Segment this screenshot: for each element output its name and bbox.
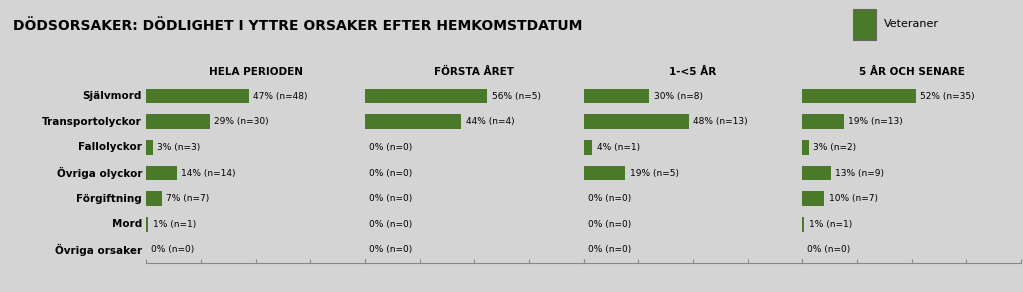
Text: 0% (n=0): 0% (n=0) — [588, 246, 631, 254]
Text: 0% (n=0): 0% (n=0) — [807, 246, 850, 254]
Bar — [146, 217, 148, 232]
Text: 3% (n=2): 3% (n=2) — [813, 143, 856, 152]
Bar — [365, 114, 461, 129]
Text: 1% (n=1): 1% (n=1) — [152, 220, 196, 229]
Bar — [583, 88, 650, 103]
Bar — [802, 114, 844, 129]
Text: Transportolyckor: Transportolyckor — [42, 117, 142, 127]
Bar — [583, 140, 592, 155]
Text: 10% (n=7): 10% (n=7) — [829, 194, 878, 203]
Text: HELA PERIODEN: HELA PERIODEN — [209, 67, 303, 77]
Text: 52% (n=35): 52% (n=35) — [921, 92, 975, 100]
Text: 5 ÅR OCH SENARE: 5 ÅR OCH SENARE — [858, 67, 965, 77]
Bar — [853, 9, 876, 39]
Bar — [146, 140, 152, 155]
Bar — [802, 166, 831, 180]
Bar — [365, 88, 487, 103]
Bar — [583, 114, 688, 129]
Text: 0% (n=0): 0% (n=0) — [369, 143, 412, 152]
Bar — [802, 88, 916, 103]
Text: 1% (n=1): 1% (n=1) — [809, 220, 852, 229]
Text: Självmord: Självmord — [83, 91, 142, 101]
Text: Veteraner: Veteraner — [884, 19, 939, 29]
Text: 47% (n=48): 47% (n=48) — [254, 92, 308, 100]
Text: 0% (n=0): 0% (n=0) — [588, 194, 631, 203]
Bar — [802, 191, 825, 206]
Bar — [146, 114, 210, 129]
Text: Mord: Mord — [112, 219, 142, 229]
Text: 0% (n=0): 0% (n=0) — [369, 246, 412, 254]
Text: Övriga orsaker: Övriga orsaker — [55, 244, 142, 256]
Text: 3% (n=3): 3% (n=3) — [158, 143, 201, 152]
Text: 0% (n=0): 0% (n=0) — [369, 220, 412, 229]
Text: 29% (n=30): 29% (n=30) — [214, 117, 269, 126]
Bar — [802, 217, 804, 232]
Bar — [146, 88, 249, 103]
Text: 0% (n=0): 0% (n=0) — [369, 168, 412, 178]
Text: 44% (n=4): 44% (n=4) — [465, 117, 515, 126]
Text: 4% (n=1): 4% (n=1) — [596, 143, 639, 152]
Bar — [146, 166, 177, 180]
Text: FÖRSTA ÅRET: FÖRSTA ÅRET — [435, 67, 515, 77]
Text: 0% (n=0): 0% (n=0) — [150, 246, 194, 254]
Text: Fallolyckor: Fallolyckor — [78, 142, 142, 152]
Text: DÖDSORSAKER: DÖDLIGHET I YTTRE ORSAKER EFTER HEMKOMSTDATUM: DÖDSORSAKER: DÖDLIGHET I YTTRE ORSAKER E… — [13, 20, 583, 34]
Text: 13% (n=9): 13% (n=9) — [835, 168, 884, 178]
Text: 1-<5 ÅR: 1-<5 ÅR — [669, 67, 716, 77]
Bar — [583, 166, 625, 180]
Text: 56% (n=5): 56% (n=5) — [492, 92, 541, 100]
Text: 0% (n=0): 0% (n=0) — [369, 194, 412, 203]
Text: 0% (n=0): 0% (n=0) — [588, 220, 631, 229]
Text: 19% (n=5): 19% (n=5) — [629, 168, 678, 178]
Text: 14% (n=14): 14% (n=14) — [181, 168, 235, 178]
Bar — [802, 140, 809, 155]
Text: 7% (n=7): 7% (n=7) — [166, 194, 210, 203]
Text: 48% (n=13): 48% (n=13) — [693, 117, 748, 126]
Text: Förgiftning: Förgiftning — [77, 194, 142, 204]
Text: Övriga olyckor: Övriga olyckor — [56, 167, 142, 179]
Text: 30% (n=8): 30% (n=8) — [654, 92, 703, 100]
Bar — [146, 191, 162, 206]
Text: 19% (n=13): 19% (n=13) — [848, 117, 903, 126]
